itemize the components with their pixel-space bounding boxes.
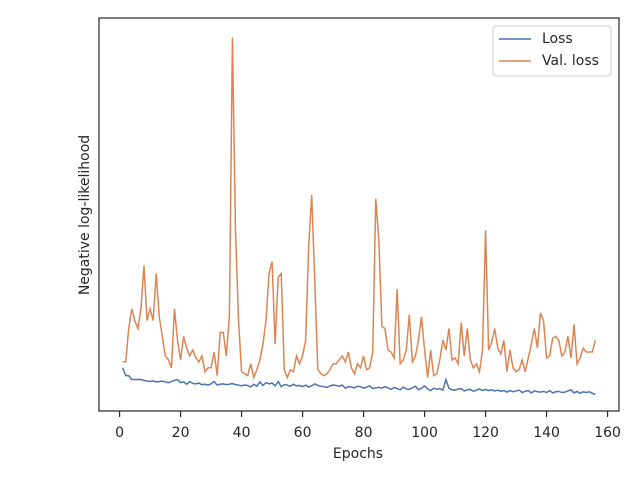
x-tick-label: 60 bbox=[294, 425, 312, 441]
series-line bbox=[121, 367, 596, 396]
legend-label: Loss bbox=[542, 31, 573, 47]
x-tick-label: 140 bbox=[533, 425, 560, 441]
x-axis-label: Epochs bbox=[333, 446, 383, 462]
x-tick-label: 80 bbox=[355, 425, 373, 441]
x-tick-label: 40 bbox=[233, 425, 251, 441]
x-tick-label: 0 bbox=[115, 425, 124, 441]
x-tick-label: 160 bbox=[594, 425, 621, 441]
y-axis-label: Negative log-likelihood bbox=[77, 135, 93, 295]
x-tick-label: 120 bbox=[472, 425, 499, 441]
x-tick-label: 100 bbox=[411, 425, 438, 441]
series-line bbox=[122, 37, 597, 381]
legend-label: Val. loss bbox=[542, 53, 599, 69]
x-tick-label: 20 bbox=[172, 425, 190, 441]
axes-frame bbox=[98, 17, 620, 412]
